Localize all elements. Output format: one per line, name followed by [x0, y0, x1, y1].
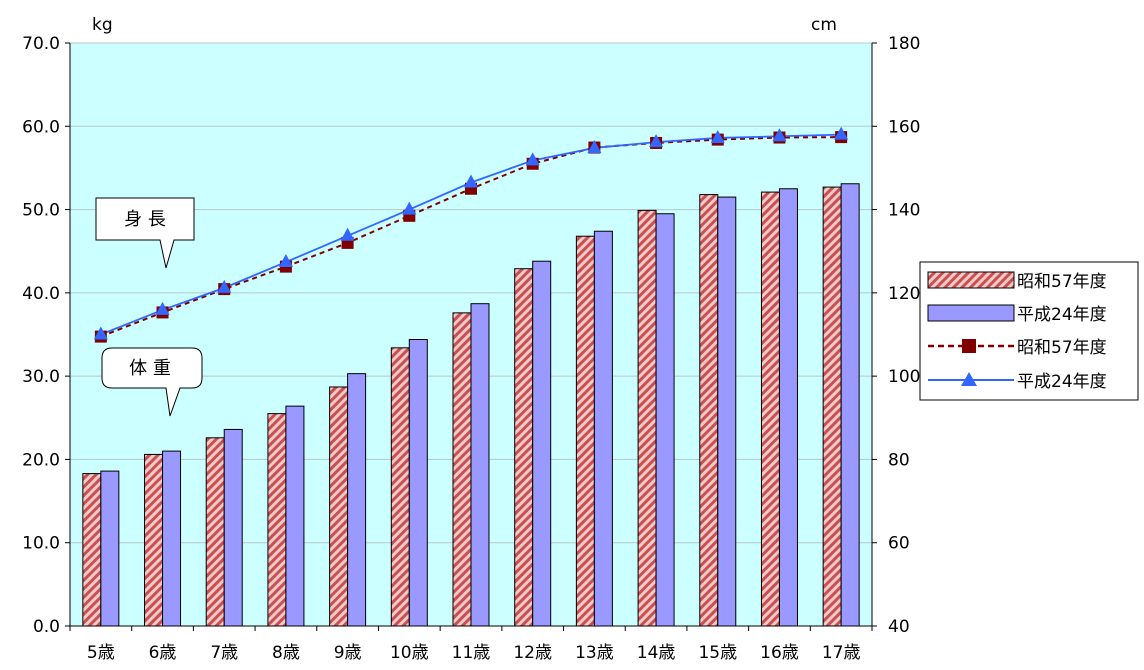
legend-swatch-showa-marker — [962, 339, 976, 353]
right-tick-label: 100 — [888, 367, 920, 387]
legend-swatch-heisei-marker — [961, 372, 977, 386]
bar-showa57 — [575, 235, 595, 627]
right-tick-label: 60 — [888, 534, 910, 554]
x-axis-ticks: 5歳 6歳 7歳 8歳 9歳 10歳 11歳 12歳 13歳 14歳 15歳 16歳 17歳 — [69, 626, 873, 663]
callout-height-box — [95, 197, 195, 269]
callout-weight: 体 重 — [101, 347, 203, 417]
bar-showa57 — [82, 473, 102, 627]
left-tick-label: 70.0 — [22, 34, 60, 54]
callout-height-label: 身 長 — [124, 209, 166, 230]
x-tick-label: 10歳 — [390, 643, 429, 663]
x-tick-label: 7歳 — [210, 643, 238, 663]
bar-heisei24 — [285, 405, 305, 627]
right-tick-label: 40 — [888, 617, 910, 637]
left-axis-unit: kg — [92, 15, 113, 35]
marker-heisei24 — [525, 152, 540, 166]
bar-heisei24 — [162, 450, 182, 627]
marker-heisei24 — [93, 326, 108, 340]
bar-showa57 — [267, 413, 287, 627]
bar-heisei24 — [408, 338, 428, 627]
marker-heisei24 — [340, 227, 355, 241]
callout-weight-box — [101, 347, 203, 417]
bar-heisei24 — [655, 213, 675, 627]
right-tick-label: 80 — [888, 450, 910, 470]
callout-weight-label: 体 重 — [129, 358, 171, 379]
left-tick-label: 40.0 — [22, 284, 60, 304]
right-tick-label: 140 — [888, 201, 920, 221]
left-tick-label: 50.0 — [22, 201, 60, 221]
bar-showa57 — [390, 347, 410, 627]
bar-heisei24 — [593, 230, 613, 627]
x-tick-label: 8歳 — [272, 643, 300, 663]
bar-heisei24 — [223, 428, 243, 627]
left-tick-label: 20.0 — [22, 450, 60, 470]
x-tick-label: 14歳 — [637, 643, 676, 663]
marker-heisei24 — [464, 174, 478, 188]
left-tick-label: 60.0 — [22, 117, 60, 137]
marker-heisei24 — [772, 128, 787, 142]
right-tick-label: 180 — [888, 34, 920, 54]
legend-swatch-heisei-bar — [927, 304, 1015, 322]
bar-showa57 — [205, 437, 225, 627]
legend-label-showa-line: 昭和57年度 — [1017, 338, 1107, 358]
left-tick-label: 30.0 — [22, 367, 60, 387]
marker-heisei24 — [155, 301, 170, 315]
bar-heisei24 — [532, 260, 552, 627]
marker-heisei24 — [217, 279, 232, 293]
left-tick-label: 10.0 — [22, 534, 60, 554]
marker-heisei24 — [649, 134, 664, 148]
marker-heisei24 — [402, 201, 417, 215]
x-tick-label: 6歳 — [149, 643, 177, 663]
bar-heisei24 — [100, 470, 120, 627]
legend: 昭和57年度 平成24年度 昭和57年度 平成24年度 — [919, 261, 1139, 401]
legend-label-heisei-bar: 平成24年度 — [1017, 305, 1107, 325]
bars — [82, 183, 860, 627]
bar-showa57 — [637, 209, 657, 627]
legend-label-showa-bar: 昭和57年度 — [1017, 272, 1107, 292]
x-tick-label: 15歳 — [698, 643, 737, 663]
callout-height: 身 長 — [95, 197, 195, 269]
left-tick-label: 0.0 — [33, 617, 60, 637]
legend-swatch-showa-bar — [927, 271, 1015, 289]
x-tick-label: 16歳 — [760, 643, 799, 663]
x-tick-label: 13歳 — [575, 643, 614, 663]
x-tick-label: 9歳 — [334, 643, 362, 663]
bar-heisei24 — [778, 188, 798, 627]
bar-heisei24 — [717, 196, 737, 627]
bar-heisei24 — [840, 183, 860, 627]
marker-heisei24 — [834, 126, 849, 140]
bar-heisei24 — [470, 303, 490, 627]
left-axis-ticks: 0.0 10.0 20.0 30.0 40.0 50.0 60.0 70.0 — [22, 34, 70, 637]
right-tick-label: 160 — [888, 117, 920, 137]
bar-showa57 — [144, 453, 164, 627]
x-tick-label: 11歳 — [452, 643, 491, 663]
x-tick-label: 5歳 — [87, 643, 115, 663]
bar-showa57 — [514, 268, 534, 627]
bar-showa57 — [329, 386, 349, 627]
marker-heisei24 — [710, 129, 725, 143]
marker-heisei24 — [278, 254, 293, 268]
x-tick-label: 12歳 — [513, 643, 552, 663]
right-axis-ticks: 40 60 80 100 120 140 160 180 — [872, 34, 920, 637]
right-tick-label: 120 — [888, 284, 920, 304]
marker-heisei24 — [587, 139, 602, 153]
legend-label-heisei-line: 平成24年度 — [1017, 372, 1107, 392]
bar-showa57 — [822, 186, 842, 627]
bar-showa57 — [760, 191, 780, 627]
right-axis-unit: cm — [811, 15, 837, 35]
x-tick-label: 17歳 — [822, 643, 861, 663]
bar-showa57 — [699, 194, 719, 627]
bar-showa57 — [452, 312, 472, 627]
height-lines — [93, 126, 849, 343]
bar-heisei24 — [347, 373, 367, 627]
